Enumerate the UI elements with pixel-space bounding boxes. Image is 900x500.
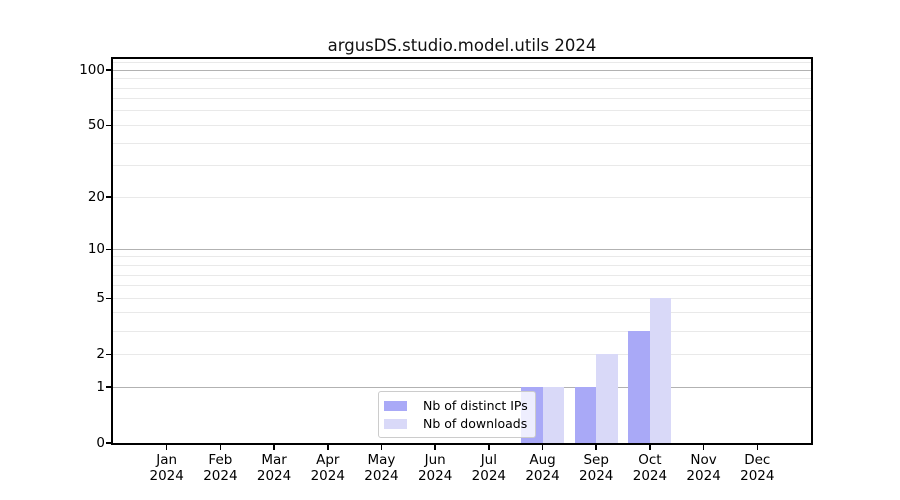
bar <box>574 387 597 443</box>
gridline-major <box>113 248 811 250</box>
x-tick-label: Jul 2024 <box>457 452 521 484</box>
x-tick-month: Sep <box>583 452 609 468</box>
y-tick-label: 50 <box>87 117 105 134</box>
gridline-major <box>113 69 811 71</box>
gridline-minor <box>113 62 811 64</box>
gridline-minor <box>113 87 811 89</box>
x-tick-year: 2024 <box>203 468 238 484</box>
y-tick-mark <box>106 196 111 198</box>
x-tick-month: May <box>367 452 396 468</box>
bar <box>542 387 565 443</box>
gridline-minor <box>113 330 811 332</box>
gridline-minor <box>113 353 811 355</box>
x-tick-month: Apr <box>316 452 340 468</box>
y-tick-mark <box>106 442 111 444</box>
y-tick-label: 10 <box>87 241 105 258</box>
gridline-minor <box>113 142 811 144</box>
gridline-minor <box>113 297 811 299</box>
x-tick-year: 2024 <box>525 468 560 484</box>
bar <box>628 331 650 443</box>
legend-swatch-downloads <box>384 418 407 429</box>
y-tick-mark <box>106 297 111 299</box>
x-tick-label: Feb 2024 <box>188 452 252 484</box>
x-tick-month: Jun <box>424 452 446 468</box>
x-tick-mark <box>702 445 705 450</box>
x-tick-year: 2024 <box>686 468 721 484</box>
y-tick-label: 1 <box>96 379 105 395</box>
x-tick-month: Dec <box>744 452 771 468</box>
x-tick-mark <box>165 445 168 450</box>
x-tick-mark <box>434 445 436 450</box>
x-tick-label: Apr 2024 <box>296 452 360 484</box>
gridline-minor <box>113 196 811 198</box>
x-tick-month: Oct <box>638 452 662 468</box>
y-tick-mark <box>106 386 111 388</box>
x-tick-label: Aug 2024 <box>511 452 575 484</box>
y-tick-mark <box>106 353 111 355</box>
x-tick-year: 2024 <box>740 468 775 484</box>
gridline-minor <box>113 78 811 80</box>
y-tick-mark <box>106 124 111 127</box>
legend-swatch-distinct-ips <box>384 400 407 411</box>
legend-item-downloads: Nb of downloads <box>384 415 528 432</box>
bar <box>649 298 672 443</box>
y-tick-label: 20 <box>87 189 105 206</box>
x-tick-mark <box>273 445 275 450</box>
y-tick-mark <box>106 248 111 251</box>
gridline-minor <box>113 285 811 287</box>
gridline-minor <box>113 265 811 266</box>
gridline-minor <box>113 312 811 314</box>
legend-label-distinct-ips: Nb of distinct IPs <box>423 398 528 413</box>
bar <box>596 354 618 443</box>
x-tick-month: Mar <box>261 452 287 468</box>
x-tick-month: Feb <box>208 452 233 468</box>
gridline-minor <box>113 165 811 167</box>
x-tick-label: May 2024 <box>349 452 413 484</box>
gridline-major <box>113 386 811 388</box>
x-tick-month: Jul <box>480 452 497 468</box>
legend-item-distinct-ips: Nb of distinct IPs <box>384 397 528 414</box>
x-tick-year: 2024 <box>417 468 453 484</box>
y-tick-label: 2 <box>96 346 105 363</box>
x-tick-mark <box>219 445 222 450</box>
plot-area <box>113 59 811 443</box>
x-tick-label: Oct 2024 <box>618 452 682 484</box>
x-tick-month: Aug <box>529 452 556 468</box>
gridline-minor <box>113 274 811 276</box>
gridline-minor <box>113 124 811 126</box>
x-tick-mark <box>380 445 383 450</box>
x-tick-year: 2024 <box>632 468 668 484</box>
x-tick-label: Dec 2024 <box>725 452 789 484</box>
gridline-minor <box>113 256 811 258</box>
legend: Nb of distinct IPs Nb of downloads <box>378 391 536 438</box>
chart-title: argusDS.studio.model.utils 2024 <box>327 36 597 55</box>
x-tick-year: 2024 <box>364 468 399 484</box>
x-tick-year: 2024 <box>310 468 345 484</box>
x-tick-mark <box>756 445 759 450</box>
x-tick-label: Sep 2024 <box>564 452 628 484</box>
x-tick-mark <box>541 445 544 450</box>
x-tick-year: 2024 <box>149 468 184 484</box>
x-tick-month: Nov <box>690 452 717 468</box>
x-tick-year: 2024 <box>256 468 292 484</box>
legend-label-downloads: Nb of downloads <box>423 416 528 431</box>
x-tick-mark <box>327 445 329 450</box>
x-tick-year: 2024 <box>471 468 507 484</box>
x-tick-mark <box>595 445 597 450</box>
x-tick-label: Jan 2024 <box>135 452 199 484</box>
y-tick-label: 5 <box>96 290 105 307</box>
x-tick-mark <box>488 445 490 450</box>
x-tick-month: Jan <box>156 452 178 468</box>
x-tick-label: Jun 2024 <box>403 452 467 484</box>
gridline-minor <box>113 110 811 112</box>
x-tick-label: Nov 2024 <box>672 452 736 484</box>
x-tick-mark <box>649 445 651 450</box>
y-tick-label: 100 <box>79 62 105 79</box>
gridline-minor <box>113 98 811 100</box>
y-tick-mark <box>106 69 111 71</box>
x-tick-label: Mar 2024 <box>242 452 306 484</box>
x-tick-year: 2024 <box>579 468 614 484</box>
y-tick-label: 0 <box>96 435 105 451</box>
